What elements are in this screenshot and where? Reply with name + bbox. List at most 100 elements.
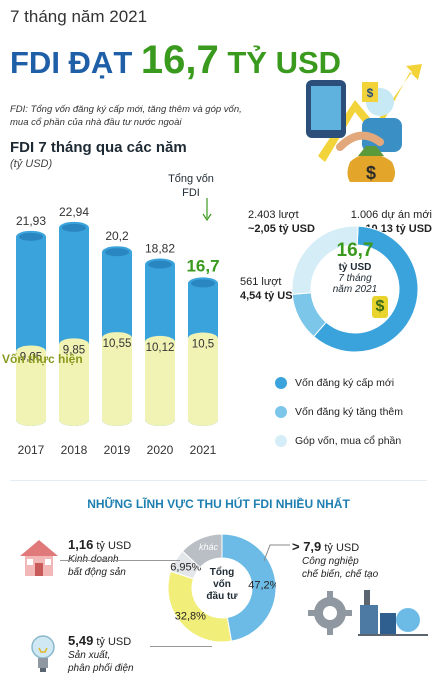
legend-label-additional: Vốn đăng ký tăng thêm [295, 406, 403, 418]
manufacturing-value: > 7,9 [292, 539, 322, 554]
bar-realized-2018 [59, 338, 89, 426]
growth-arrow-icon [318, 64, 422, 162]
real-estate-unit: tỷ USD [96, 540, 132, 552]
label-total-2021: 16,7 [186, 256, 219, 275]
label-total-2018: 22,94 [59, 205, 89, 219]
donut-center-value: 16,7 [336, 240, 374, 261]
dollar-icon: $ [372, 296, 388, 318]
label-total-2020: 18,82 [145, 242, 175, 256]
legend-label-new: Vốn đăng ký cấp mới [295, 377, 395, 389]
donut-center-period1: 7 tháng [338, 273, 372, 284]
bar-total-top-2021 [191, 279, 215, 288]
headline-unit: TỶ USD [218, 45, 342, 80]
power-connector [150, 646, 212, 647]
slice-real-estate-label: 6,95% [170, 562, 201, 574]
stat-additional-line2: ~2,05 tỷ USD [248, 223, 315, 235]
label-realized-2020: 10,12 [146, 342, 175, 354]
stat-contribution: 561 lượt 4,54 tỷ USD [240, 275, 301, 303]
headline-prefix: FDI ĐẠT [10, 45, 141, 80]
stat-new: 1.006 dự án mới 10,13 tỷ USD [337, 208, 432, 236]
slice-manufacturing-label: 47,2% [248, 579, 276, 591]
bar-total-top-2018 [62, 223, 86, 232]
donut-center-unit: tỷ USD [338, 262, 372, 273]
bar-chart-title: FDI 7 tháng qua các năm [10, 139, 187, 156]
real-estate-line1: Kinh doanh [68, 554, 119, 565]
stat-additional-line1: 2.403 lượt [248, 209, 299, 221]
sector-other-label: khác [199, 542, 219, 552]
donut-center: 16,7 tỷ USD 7 tháng năm 2021 [292, 240, 418, 295]
sector-donut: 47,2% 32,8% 6,95% [168, 534, 276, 642]
svg-text:$: $ [366, 163, 376, 183]
power-unit: tỷ USD [96, 636, 132, 648]
real-estate-connector [60, 560, 180, 561]
sector-center-line3: đầu tư [206, 591, 238, 602]
legend-swatch-contribution [275, 435, 287, 447]
money-bag-icon [347, 154, 395, 182]
total-fdi-arrow [202, 198, 212, 222]
x-tick-2020: 2020 [147, 443, 174, 457]
total-fdi-label-line1: Tổng vốn [168, 173, 214, 185]
slice-contribution [292, 226, 359, 295]
power-line2: phân phối điện [68, 663, 134, 674]
power-value: 5,49 [68, 633, 94, 648]
stat-contribution-line1: 561 lượt [240, 276, 282, 288]
headline: FDI ĐẠT 16,7 TỶ USD [10, 38, 341, 83]
total-fdi-label-line2: FDI [182, 187, 200, 199]
slice-power [168, 570, 233, 642]
bar-chart-unit: (tỷ USD) [10, 158, 53, 170]
slice-power-label: 32,8% [175, 611, 206, 623]
bar-realized-2020 [145, 335, 175, 426]
stat-new-line1: 1.006 dự án mới [350, 209, 432, 221]
manufacturing-line1: Công nghiệp [302, 556, 359, 567]
sector-section-title: NHỮNG LĨNH VỰC THU HÚT FDI NHIỀU NHẤT [87, 497, 350, 511]
bar-total-top-2019 [105, 248, 129, 257]
legend-item-contribution: Góp vốn, mua cổ phần [275, 428, 403, 454]
x-tick-2017: 2017 [18, 443, 45, 457]
bar-total-top-2017 [19, 232, 43, 241]
label-realized-2018: 9,85 [63, 344, 85, 356]
x-tick-2021: 2021 [190, 443, 217, 457]
legend-swatch-new [275, 377, 287, 389]
legend-swatch-additional [275, 406, 287, 418]
bar-realized-2017 [16, 345, 46, 426]
real-estate-value: 1,16 [68, 537, 94, 552]
x-tick-2018: 2018 [61, 443, 88, 457]
section-divider [10, 480, 427, 481]
legend-label-contribution: Góp vốn, mua cổ phần [295, 435, 402, 447]
manufacturing-line2: chế biến, chế tạo [302, 569, 379, 580]
label-total-2017: 21,93 [16, 214, 46, 228]
sector-power: 5,49 tỷ USD Sản xuất, phân phối điện [68, 634, 134, 675]
period-label: 7 tháng năm 2021 [10, 7, 148, 26]
real-estate-line2: bất động sản [68, 567, 126, 578]
fdi-definition-note: FDI: Tổng vốn đăng ký cấp mới, tăng thêm… [10, 104, 242, 128]
house-icon [20, 540, 58, 576]
stat-additional: 2.403 lượt ~2,05 tỷ USD [248, 208, 315, 236]
realized-capital-label: Vốn thực hiện [2, 352, 83, 366]
slice-manufacturing [221, 534, 276, 642]
fdi-structure-donut [292, 226, 418, 352]
factory-gear-icon [308, 590, 428, 636]
lightbulb-icon [31, 635, 55, 672]
stat-contribution-line2: 4,54 tỷ USD [240, 290, 301, 302]
handshake-illustration: $ $ [306, 64, 422, 183]
power-line1: Sản xuất, [68, 650, 111, 661]
sector-center-line1: Tổng [209, 567, 235, 578]
donut-center-period2: năm 2021 [332, 284, 378, 295]
legend-item-new: Vốn đăng ký cấp mới [275, 370, 403, 396]
sector-manufacturing: > 7,9 tỷ USD Công nghiệp chế biến, chế t… [292, 540, 378, 581]
sector-donut-center: Tổng vốn đầu tư [168, 567, 276, 603]
label-realized-2019: 10,55 [103, 338, 132, 350]
x-tick-2019: 2019 [104, 443, 131, 457]
slice-new [312, 226, 418, 352]
bar-realized-2021 [188, 332, 218, 426]
manufacturing-unit: tỷ USD [324, 542, 360, 554]
handshake-icon [336, 131, 384, 151]
sector-real-estate: 1,16 tỷ USD Kinh doanh bất động sản [68, 538, 131, 579]
dollar-tag-icon [362, 82, 378, 102]
label-realized-2017: 9,05 [20, 351, 42, 363]
headline-value: 16,7 [140, 38, 219, 82]
sector-center-line2: vốn [213, 579, 231, 590]
bar-total-top-2020 [148, 260, 172, 269]
label-realized-2021: 10,5 [192, 339, 214, 351]
svg-text:$: $ [367, 86, 374, 100]
